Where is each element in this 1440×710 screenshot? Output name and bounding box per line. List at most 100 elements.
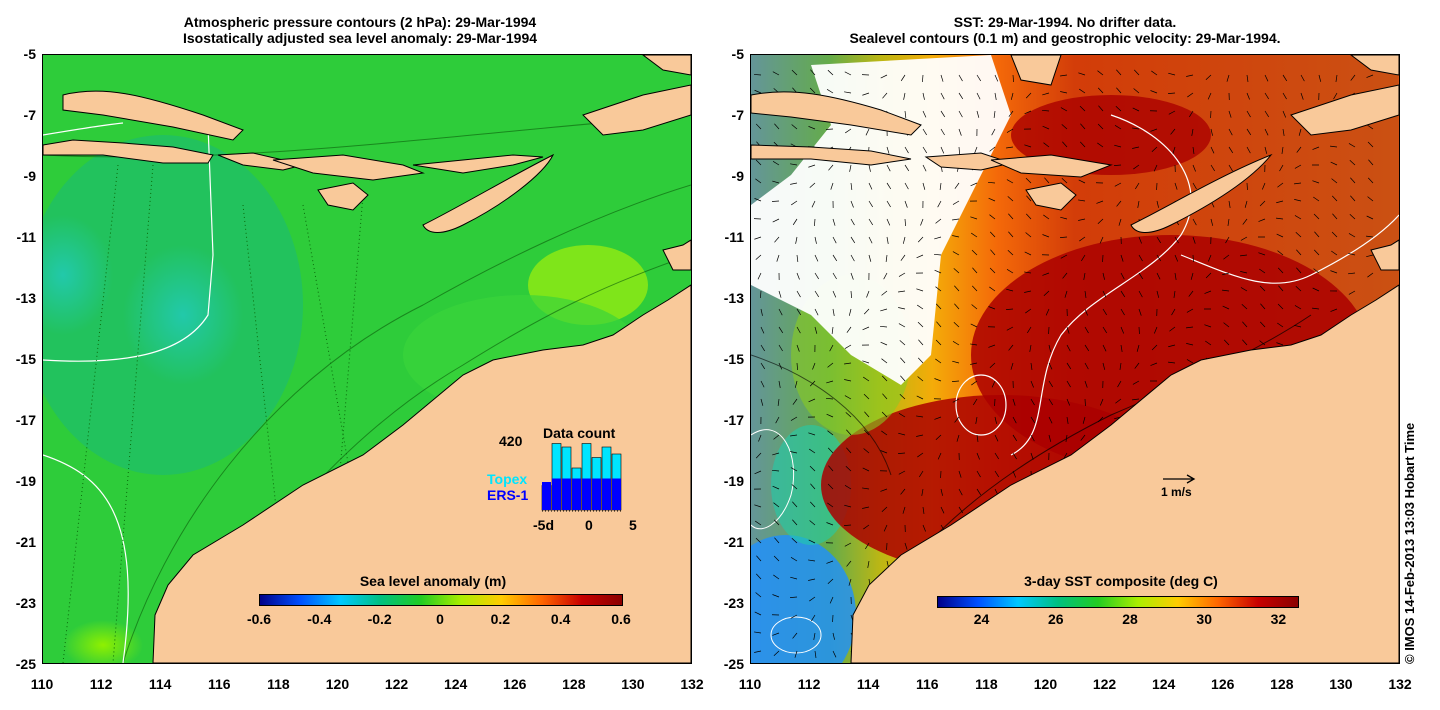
- velocity-arrow: [1102, 272, 1105, 280]
- sst-map[interactable]: 1 m/s 3-day SST composite (deg C) 24 26 28…: [750, 54, 1400, 664]
- velocity-arrow: [808, 539, 816, 544]
- ers-label: ERS-1: [487, 487, 529, 503]
- right-ytick-label: -23: [723, 595, 744, 611]
- velocity-arrow: [808, 164, 816, 168]
- velocity-arrow: [1246, 128, 1252, 136]
- velocity-arrow: [916, 254, 924, 259]
- velocity-arrow: [811, 200, 816, 208]
- velocity-arrow: [1228, 110, 1232, 118]
- velocity-arrow: [775, 416, 780, 424]
- velocity-arrow: [772, 180, 780, 184]
- velocity-arrow: [1282, 74, 1288, 82]
- velocity-arrow: [1186, 308, 1194, 313]
- velocity-arrow: [1025, 177, 1032, 184]
- velocity-arrow: [952, 251, 960, 256]
- velocity-arrow: [796, 272, 800, 280]
- velocity-arrow: [1350, 177, 1356, 184]
- velocity-arrow: [1138, 290, 1143, 298]
- velocity-arrow: [1294, 215, 1302, 220]
- velocity-arrow: [1296, 267, 1302, 274]
- velocity-arrow: [976, 470, 981, 478]
- velocity-arrow: [933, 253, 942, 256]
- velocity-arrow: [904, 200, 908, 208]
- velocity-arrow: [1061, 177, 1068, 184]
- velocity-arrow: [760, 398, 764, 406]
- velocity-arrow: [846, 326, 852, 333]
- velocity-arrow: [1186, 343, 1194, 346]
- velocity-arrow: [1007, 196, 1014, 202]
- velocity-arrow: [810, 501, 816, 508]
- velocity-arrow: [1277, 250, 1284, 256]
- velocity-arrow: [882, 92, 888, 99]
- velocity-arrow: [862, 506, 870, 509]
- velocity-arrow: [1258, 218, 1266, 222]
- velocity-arrow: [867, 560, 870, 568]
- velocity-arrow: [1098, 105, 1104, 112]
- velocity-arrow: [934, 269, 942, 274]
- velocity-arrow: [868, 182, 873, 190]
- velocity-arrow: [1313, 196, 1320, 202]
- velocity-arrow: [970, 362, 978, 365]
- velocity-arrow: [1132, 398, 1140, 401]
- velocity-arrow: [1259, 285, 1266, 292]
- left-xtick-label: 126: [503, 676, 527, 692]
- velocity-arrow: [918, 339, 924, 346]
- velocity-arrow: [810, 69, 816, 76]
- right-colorbar: [937, 596, 1299, 608]
- velocity-arrow: [900, 357, 906, 364]
- velocity-arrow: [1294, 305, 1302, 310]
- velocity-arrow: [1060, 91, 1068, 94]
- velocity-arrow: [1081, 254, 1086, 262]
- velocity-arrow: [796, 254, 799, 262]
- velocity-arrow: [1331, 231, 1338, 238]
- right-ytick-label: -19: [723, 473, 744, 489]
- velocity-arrow: [940, 128, 945, 136]
- velocity-arrow: [795, 236, 798, 244]
- colorbar-tick-label: 0.2: [490, 611, 511, 627]
- velocity-arrow: [1294, 182, 1302, 185]
- velocity-arrow: [1204, 290, 1212, 294]
- velocity-arrow: [850, 182, 853, 190]
- velocity-arrow: [1296, 249, 1302, 256]
- velocity-arrow: [1027, 326, 1032, 334]
- velocity-arrow: [774, 236, 780, 243]
- velocity-arrow: [1192, 164, 1196, 172]
- velocity-arrow: [1192, 236, 1196, 244]
- velocity-arrow: [935, 303, 942, 310]
- velocity-arrow: [792, 398, 798, 405]
- ers-count-bar: [592, 478, 601, 510]
- velocity-arrow: [1312, 307, 1320, 310]
- velocity-arrow: [1043, 214, 1050, 220]
- velocity-arrow: [1012, 470, 1017, 478]
- velocity-arrow: [899, 393, 906, 400]
- velocity-arrow: [989, 231, 996, 238]
- velocity-arrow: [1156, 254, 1162, 262]
- velocity-arrow: [916, 288, 924, 292]
- velocity-arrow: [1100, 398, 1104, 406]
- velocity-arrow: [1134, 362, 1140, 369]
- velocity-arrow: [1084, 290, 1087, 298]
- velocity-arrow: [994, 470, 1000, 478]
- velocity-arrow: [958, 488, 963, 496]
- velocity-arrow: [754, 504, 762, 508]
- velocity-arrow: [796, 344, 800, 352]
- ers-count-bar: [572, 478, 581, 510]
- velocity-arrow: [989, 362, 996, 369]
- velocity-arrow: [814, 254, 819, 262]
- velocity-arrow: [990, 249, 996, 256]
- velocity-arrow: [1366, 254, 1374, 258]
- velocity-arrow: [1030, 362, 1033, 370]
- velocity-arrow: [1331, 250, 1338, 256]
- velocity-arrow: [1030, 434, 1035, 442]
- right-xtick-label: 128: [1270, 676, 1294, 692]
- velocity-arrow: [773, 574, 780, 580]
- velocity-arrow: [1102, 308, 1107, 316]
- velocity-arrow: [778, 326, 784, 334]
- sea-level-anomaly-map[interactable]: 420 Data count Topex ERS-1 -5d 0 5 Sea l…: [42, 54, 692, 664]
- velocity-arrow: [958, 506, 964, 514]
- velocity-arrow: [1025, 308, 1032, 314]
- velocity-arrow: [1120, 254, 1124, 262]
- velocity-arrow: [1078, 199, 1086, 202]
- velocity-arrow: [886, 146, 890, 154]
- velocity-arrow: [881, 290, 888, 296]
